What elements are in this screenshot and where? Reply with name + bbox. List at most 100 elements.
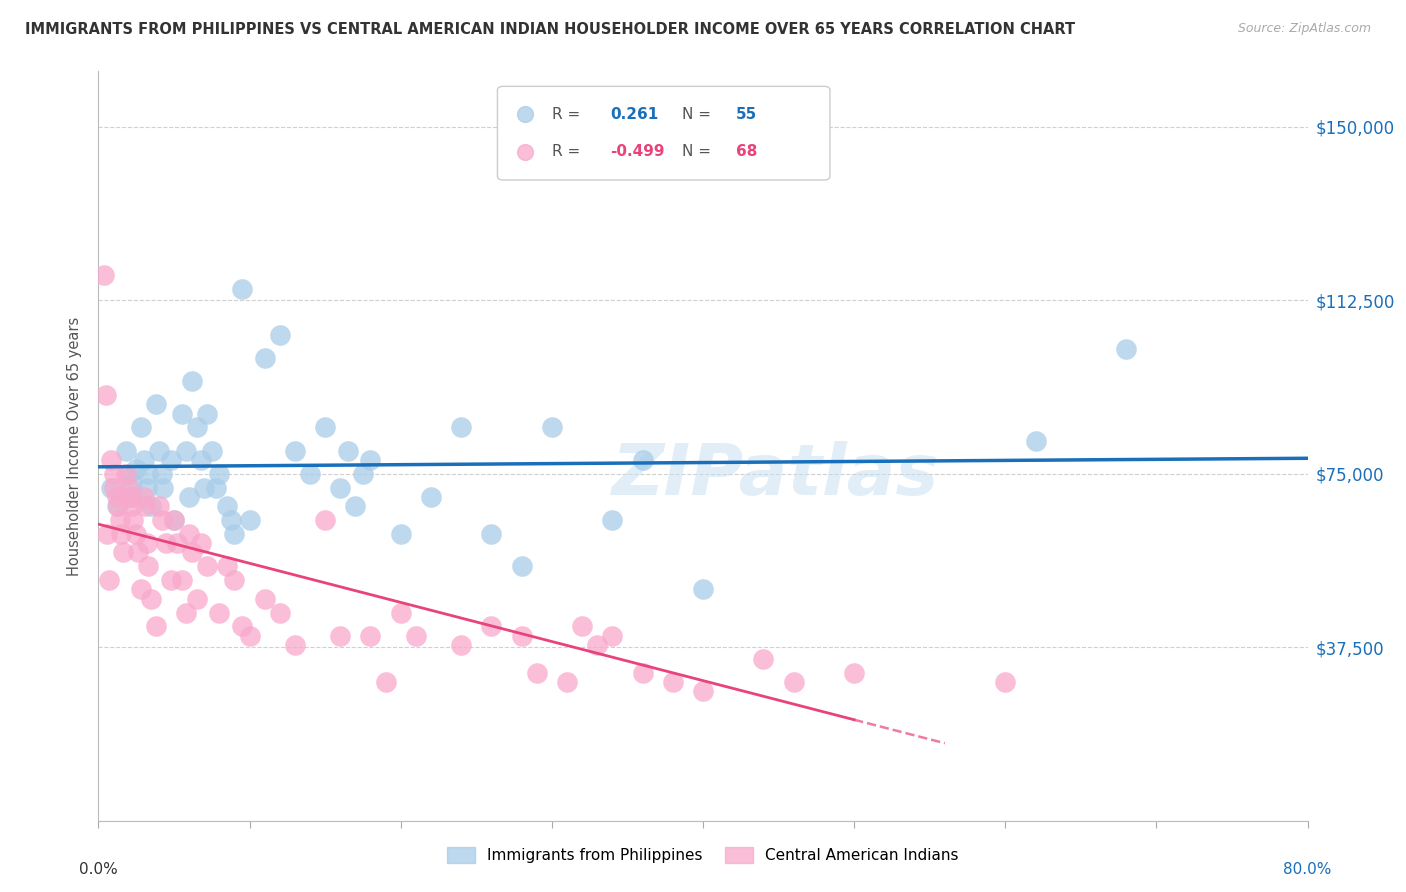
Point [344,499,367,513]
Point [602,629,624,643]
Point [215,499,238,513]
Point [450,420,472,434]
Point [510,559,533,574]
Point [155,536,177,550]
Point [783,674,806,689]
Text: 55: 55 [735,106,756,121]
Text: R =: R = [551,106,585,121]
Point [103,481,125,495]
Point [148,499,170,513]
Point [239,513,262,527]
Point [389,527,412,541]
Point [170,407,193,421]
Point [205,481,228,495]
Point [360,453,382,467]
Point [141,591,163,606]
Point [555,674,578,689]
Point [136,559,159,574]
Point [994,674,1017,689]
Point [160,453,183,467]
Point [107,499,129,513]
Point [540,420,562,434]
Point [208,606,231,620]
Point [314,513,336,527]
Text: Source: ZipAtlas.com: Source: ZipAtlas.com [1237,22,1371,36]
Point [135,536,157,550]
Point [352,467,374,481]
Point [108,513,131,527]
Point [481,619,503,633]
Point [195,407,218,421]
Point [129,420,152,434]
Point [190,536,212,550]
Point [134,499,156,513]
Point [94,388,117,402]
Point [620,814,643,828]
Point [145,619,167,633]
Point [661,674,683,689]
Point [150,513,173,527]
Text: -0.499: -0.499 [610,144,665,159]
Point [121,490,143,504]
Point [174,606,197,620]
Point [122,513,145,527]
Text: 0.261: 0.261 [610,106,658,121]
Text: N =: N = [682,106,716,121]
Y-axis label: Householder Income Over 65 years: Householder Income Over 65 years [67,317,83,575]
Point [201,443,224,458]
Point [231,282,253,296]
Point [752,652,775,666]
Point [110,527,132,541]
Point [111,545,134,559]
Point [269,328,291,343]
Point [179,527,201,541]
Point [620,814,643,828]
Point [125,527,148,541]
Point [186,420,208,434]
Point [1115,342,1137,356]
Point [253,591,276,606]
Point [329,481,352,495]
Text: 0.0%: 0.0% [79,862,118,877]
Point [420,490,443,504]
Point [118,467,141,481]
Point [526,665,548,680]
Text: N =: N = [682,144,716,159]
Point [360,629,382,643]
Point [181,374,204,388]
Point [141,499,163,513]
Text: 80.0%: 80.0% [1284,862,1331,877]
Point [114,467,136,481]
Point [160,573,183,587]
Point [571,619,593,633]
Point [152,481,174,495]
Point [163,513,186,527]
Point [136,467,159,481]
Point [329,629,352,643]
Point [150,467,173,481]
Text: 68: 68 [735,144,756,159]
Point [193,481,215,495]
Point [179,490,201,504]
Point [844,665,866,680]
Point [450,638,472,652]
Point [186,591,208,606]
Point [374,674,396,689]
Point [405,629,427,643]
Point [105,499,128,513]
Point [631,453,654,467]
Point [510,629,533,643]
Point [239,629,262,643]
Point [231,619,253,633]
Point [195,559,218,574]
Point [631,665,654,680]
Point [100,481,122,495]
Point [190,453,212,467]
Text: IMMIGRANTS FROM PHILIPPINES VS CENTRAL AMERICAN INDIAN HOUSEHOLDER INCOME OVER 6: IMMIGRANTS FROM PHILIPPINES VS CENTRAL A… [25,22,1076,37]
Point [145,397,167,411]
Point [215,559,238,574]
Point [284,443,307,458]
Point [166,536,188,550]
Point [253,351,276,365]
Point [481,527,503,541]
